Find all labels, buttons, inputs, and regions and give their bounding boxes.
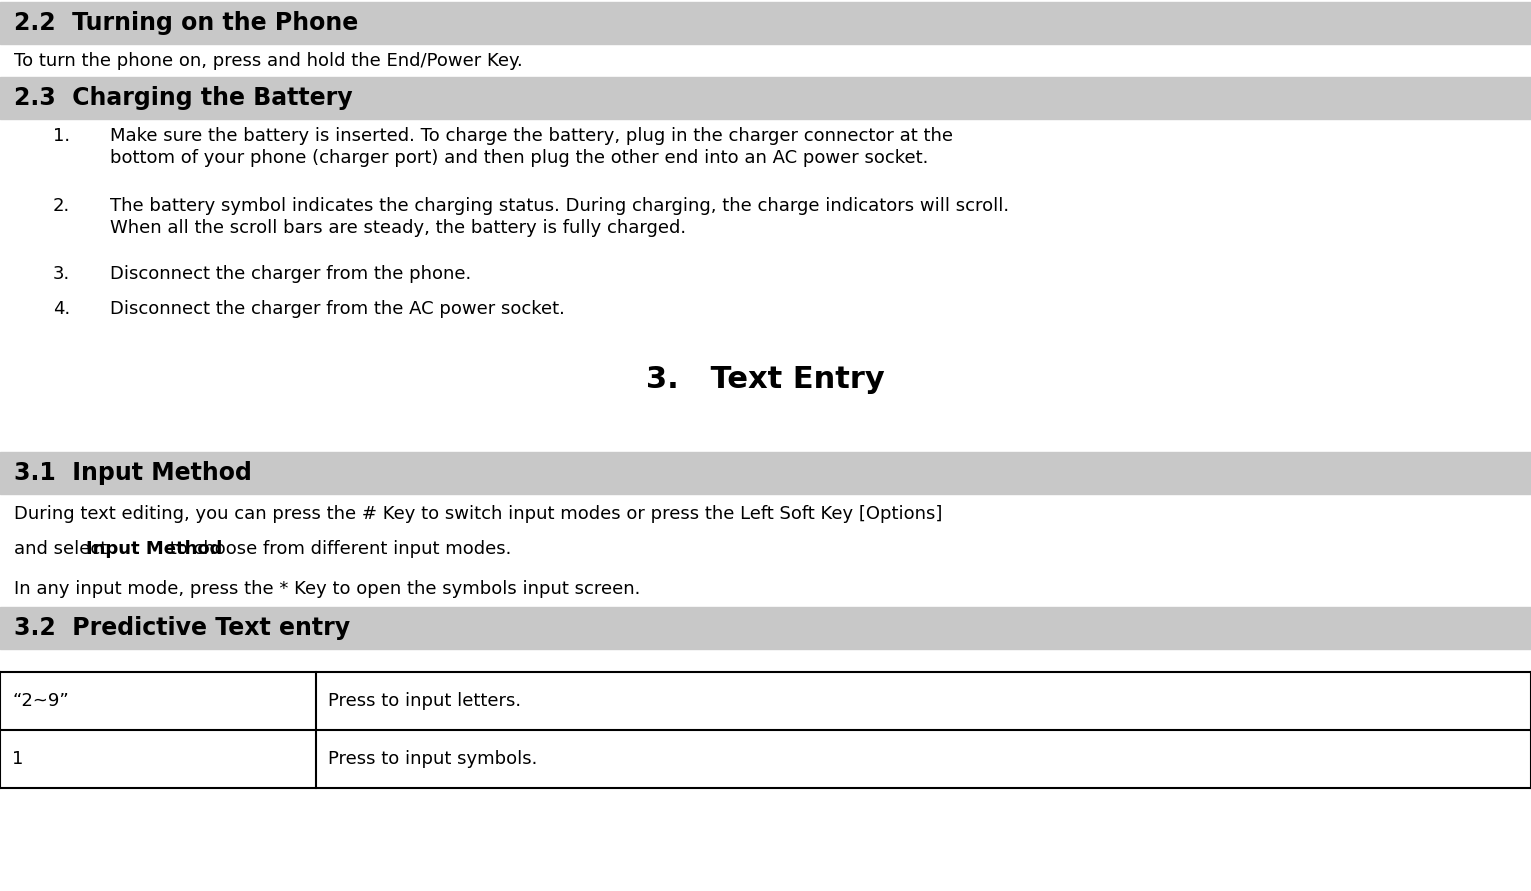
Text: 3.2  Predictive Text entry: 3.2 Predictive Text entry (14, 616, 351, 640)
Text: Input Method: Input Method (86, 540, 222, 558)
Bar (0, 452, 1531, 494)
Text: When all the scroll bars are steady, the battery is fully charged.: When all the scroll bars are steady, the… (110, 219, 686, 237)
Text: 1: 1 (12, 750, 23, 768)
Text: To turn the phone on, press and hold the End/Power Key.: To turn the phone on, press and hold the… (14, 52, 522, 70)
Text: During text editing, you can press the # Key to switch input modes or press the : During text editing, you can press the #… (14, 505, 943, 523)
Text: The battery symbol indicates the charging status. During charging, the charge in: The battery symbol indicates the chargin… (110, 197, 1009, 215)
Text: “2~9”: “2~9” (12, 692, 69, 710)
Text: 4.: 4. (52, 300, 70, 318)
Text: Disconnect the charger from the AC power socket.: Disconnect the charger from the AC power… (110, 300, 565, 318)
Text: Press to input letters.: Press to input letters. (328, 692, 521, 710)
Text: and select: and select (14, 540, 113, 558)
Text: bottom of your phone (charger port) and then plug the other end into an AC power: bottom of your phone (charger port) and … (110, 149, 928, 167)
Text: 2.3  Charging the Battery: 2.3 Charging the Battery (14, 86, 352, 110)
Text: to choose from different input modes.: to choose from different input modes. (164, 540, 511, 558)
Text: 2.2  Turning on the Phone: 2.2 Turning on the Phone (14, 11, 358, 35)
Text: 3.: 3. (52, 265, 70, 283)
Text: 3.   Text Entry: 3. Text Entry (646, 365, 885, 395)
Text: Make sure the battery is inserted. To charge the battery, plug in the charger co: Make sure the battery is inserted. To ch… (110, 127, 952, 145)
Bar (0, 2, 1531, 44)
Bar (0, 77, 1531, 119)
Text: Disconnect the charger from the phone.: Disconnect the charger from the phone. (110, 265, 472, 283)
Text: 1.: 1. (54, 127, 70, 145)
Text: In any input mode, press the * Key to open the symbols input screen.: In any input mode, press the * Key to op… (14, 580, 640, 598)
Text: Press to input symbols.: Press to input symbols. (328, 750, 537, 768)
Text: 3.1  Input Method: 3.1 Input Method (14, 461, 253, 485)
Text: 2.: 2. (52, 197, 70, 215)
Bar (0, 607, 1531, 649)
